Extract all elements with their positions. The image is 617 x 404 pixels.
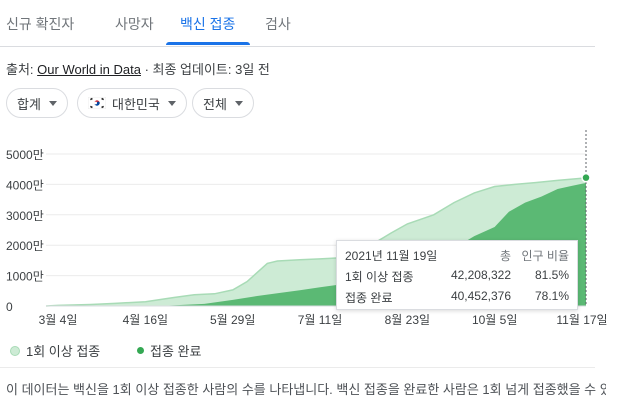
country-dropdown[interactable]: 대한민국 — [77, 88, 187, 118]
x-tick-label: 8월 23일 — [385, 313, 430, 327]
x-tick-label: 4월 16일 — [123, 313, 168, 327]
legend-fully-swatch — [137, 347, 144, 354]
legend-one-dose-label: 1회 이상 접종 — [26, 344, 101, 359]
x-tick-label: 3월 4일 — [39, 313, 78, 327]
y-axis-ticks: 0 1000만 2000만 3000만 4000만 5000만 — [6, 148, 44, 314]
legend-fully: 접종 완료 — [137, 341, 201, 360]
divider — [0, 367, 595, 368]
x-axis-ticks: 3월 4일 4월 16일 5월 29일 7월 11일 8월 23일 10월 5일 11월 1… — [39, 313, 608, 327]
legend-one-dose: 1회 이상 접종 — [10, 341, 100, 360]
active-tab-indicator — [166, 42, 250, 45]
y-tick-label: 4000만 — [6, 178, 44, 192]
scope-dropdown[interactable]: 합계 — [6, 88, 68, 118]
korea-flag-icon — [88, 97, 106, 109]
tooltip-col-pct: 인구 비율 — [521, 249, 570, 263]
y-tick-label: 5000만 — [6, 148, 44, 162]
tooltip-row2-label: 접종 완료 — [345, 291, 393, 305]
source-prefix: 출처: — [6, 62, 38, 77]
tooltip-row1-label: 1회 이상 접종 — [345, 270, 414, 284]
caret-down-icon — [234, 100, 243, 106]
source-line: 출처: Our World in Data · 최종 업데이트: 3일 전 — [6, 59, 270, 78]
tooltip-col-total: 총 — [499, 249, 511, 263]
tooltip-row2-total: 40,452,376 — [450, 289, 511, 303]
x-tick-label: 5월 29일 — [210, 313, 255, 327]
tooltip-row1-total: 42,208,322 — [450, 268, 511, 282]
legend-fully-label: 접종 완료 — [150, 344, 202, 359]
y-tick-label: 1000만 — [6, 270, 44, 284]
x-tick-label: 10월 5일 — [472, 313, 517, 327]
range-dropdown[interactable]: 전체 — [192, 88, 254, 118]
range-label: 전체 — [203, 96, 227, 112]
tab-new-cases[interactable]: 신규 확진자 — [6, 16, 75, 32]
tooltip-date: 2021년 11월 19일 — [345, 249, 438, 263]
last-updated: · 최종 업데이트: 3일 전 — [140, 62, 270, 77]
source-link[interactable]: Our World in Data — [37, 62, 141, 77]
tab-vaccination[interactable]: 백신 접종 — [180, 16, 236, 32]
y-tick-label: 2000만 — [6, 239, 44, 253]
x-tick-label: 11월 17일 — [556, 313, 607, 327]
data-note: 이 데이터는 백신을 1회 이상 접종한 사람의 수를 나타냅니다. 백신 접종… — [6, 382, 606, 397]
tab-tests[interactable]: 검사 — [265, 16, 291, 32]
legend-one-dose-swatch — [10, 345, 20, 356]
line-one-dose — [45, 176, 587, 307]
tooltip-row2-pct: 78.1% — [534, 289, 569, 303]
country-label: 대한민국 — [112, 96, 160, 112]
hover-point — [581, 172, 591, 183]
chart-tooltip: 2021년 11월 19일 총 인구 비율 1회 이상 접종 42,208,32… — [336, 240, 578, 310]
x-tick-label: 7월 11일 — [298, 313, 343, 327]
tab-bar: 신규 확진자 사망자 백신 접종 검사 — [0, 0, 595, 47]
y-tick-label: 0 — [6, 300, 13, 314]
caret-down-icon — [48, 100, 57, 106]
caret-down-icon — [167, 100, 176, 106]
scope-label: 합계 — [17, 96, 41, 112]
tooltip-row1-pct: 81.5% — [534, 268, 569, 282]
tab-deaths[interactable]: 사망자 — [115, 16, 154, 32]
y-tick-label: 3000만 — [6, 209, 44, 223]
